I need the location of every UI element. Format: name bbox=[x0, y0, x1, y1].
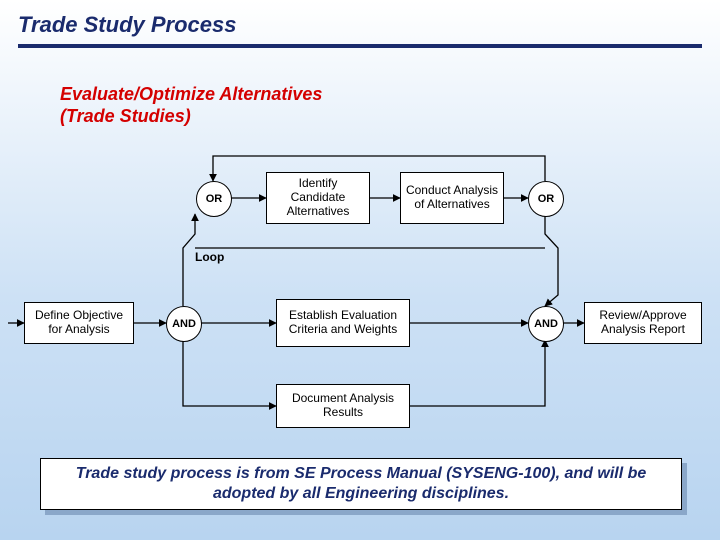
node-define: Define Objective for Analysis bbox=[24, 302, 134, 344]
footnote: Trade study process is from SE Process M… bbox=[40, 458, 682, 510]
node-or1: OR bbox=[196, 181, 232, 217]
node-doc: Document Analysis Results bbox=[276, 384, 410, 428]
node-identify: Identify Candidate Alternatives bbox=[266, 172, 370, 224]
slide: Trade Study Process Evaluate/Optimize Al… bbox=[0, 0, 720, 540]
loop-label: Loop bbox=[195, 250, 224, 264]
node-conduct: Conduct Analysis of Alternatives bbox=[400, 172, 504, 224]
node-and2: AND bbox=[528, 306, 564, 342]
node-estab: Establish Evaluation Criteria and Weight… bbox=[276, 299, 410, 347]
node-review: Review/Approve Analysis Report bbox=[584, 302, 702, 344]
node-and1: AND bbox=[166, 306, 202, 342]
node-or2: OR bbox=[528, 181, 564, 217]
